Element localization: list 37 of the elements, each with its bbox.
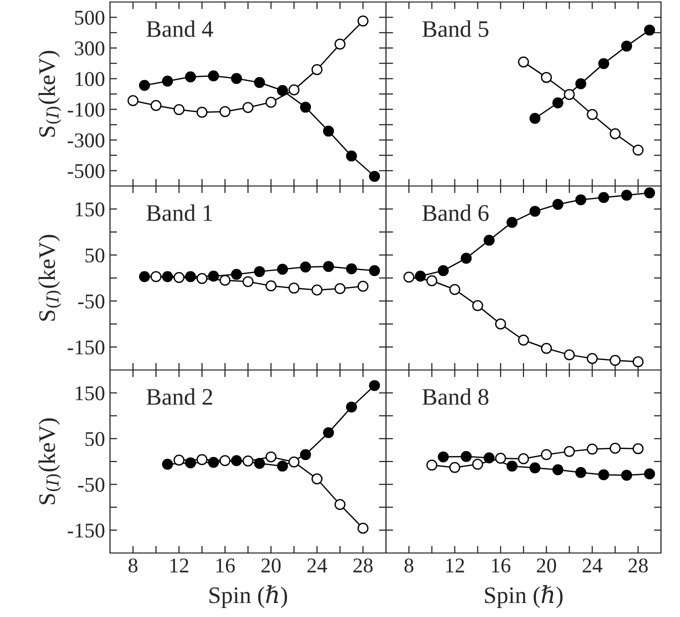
y-tick-label: 500 — [75, 10, 104, 25]
x-tick-label: 24 — [582, 558, 602, 572]
x-tick-label: 16 — [492, 558, 510, 573]
x-tick-label: 28 — [628, 558, 648, 573]
text: Band 5 — [422, 20, 488, 38]
text: Band 6 — [422, 204, 489, 222]
x-axis-title: Spin (ℏ) — [210, 585, 288, 608]
x-tick-label: 12 — [446, 558, 464, 572]
x-tick-label: 16 — [216, 558, 235, 573]
y-tick-label: 150 — [76, 202, 104, 216]
x-tick-label: 20 — [536, 558, 556, 573]
y-tick-label: -150 — [68, 340, 104, 354]
text: Band 8 — [422, 388, 488, 405]
y-axis-title: S$_{(I)}$(keV) — [38, 418, 62, 504]
x-tick-label: 8 — [128, 558, 138, 573]
text: Band 2 — [146, 388, 212, 405]
y-axis-title: S$_{(I)}$(keV) — [38, 234, 62, 321]
text: Band 1 — [146, 204, 212, 222]
y-tick-label: 50 — [86, 248, 104, 262]
x-tick-label: 28 — [354, 558, 373, 573]
x-tick-label: 12 — [170, 558, 188, 572]
y-tick-label: 150 — [76, 386, 104, 400]
y-tick-label: -50 — [78, 478, 104, 492]
y-tick-label: -300 — [68, 133, 104, 148]
y-axis-title: S$_{(I)}$(keV) — [38, 50, 62, 137]
y-tick-label: 100 — [76, 72, 104, 86]
x-tick-label: 24 — [308, 558, 328, 572]
text: Band 4 — [146, 20, 214, 38]
y-tick-label: -50 — [78, 294, 104, 308]
y-tick-label: -150 — [68, 524, 104, 538]
y-tick-label: -500 — [68, 164, 104, 178]
y-tick-label: 300 — [74, 41, 104, 56]
x-tick-label: 20 — [262, 558, 281, 573]
y-tick-label: -100 — [68, 102, 104, 117]
x-tick-label: 8 — [404, 558, 414, 573]
x-axis-title: Spin (ℏ) — [485, 585, 563, 608]
y-tick-label: 50 — [86, 432, 104, 446]
